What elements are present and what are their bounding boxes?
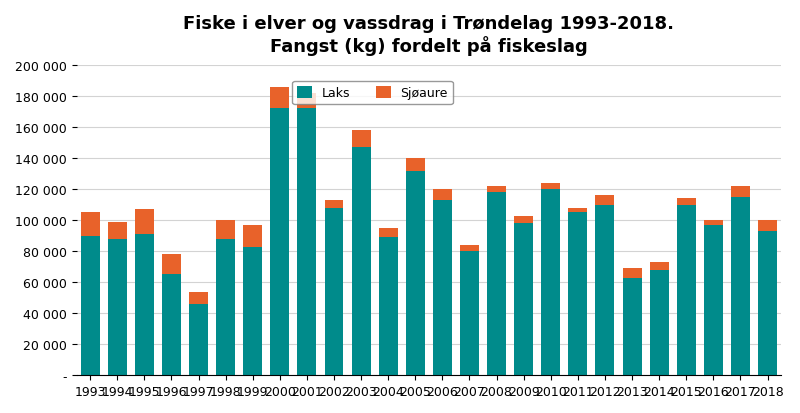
Bar	[162, 275, 181, 375]
Bar	[622, 278, 642, 375]
Bar	[704, 225, 722, 375]
Bar	[189, 304, 208, 375]
Bar	[460, 245, 479, 252]
Bar	[514, 224, 533, 375]
Bar	[108, 222, 126, 239]
Bar	[270, 88, 290, 109]
Bar	[650, 270, 669, 375]
Bar	[568, 208, 587, 213]
Bar	[298, 94, 316, 109]
Bar	[677, 205, 696, 375]
Bar	[542, 190, 560, 375]
Bar	[352, 148, 370, 375]
Bar	[81, 213, 100, 236]
Bar	[243, 247, 262, 375]
Bar	[622, 268, 642, 278]
Bar	[189, 292, 208, 304]
Bar	[487, 187, 506, 193]
Bar	[460, 252, 479, 375]
Bar	[162, 255, 181, 275]
Bar	[135, 210, 154, 235]
Bar	[758, 221, 777, 231]
Bar	[81, 236, 100, 375]
Bar	[378, 228, 398, 237]
Bar	[568, 213, 587, 375]
Bar	[650, 262, 669, 270]
Bar	[270, 109, 290, 375]
Bar	[243, 225, 262, 247]
Bar	[216, 239, 235, 375]
Bar	[433, 201, 452, 375]
Bar	[406, 171, 425, 375]
Bar	[758, 231, 777, 375]
Bar	[298, 109, 316, 375]
Title: Fiske i elver og vassdrag i Trøndelag 1993-2018.
Fangst (kg) fordelt på fiskesla: Fiske i elver og vassdrag i Trøndelag 19…	[183, 15, 674, 56]
Legend: Laks, Sjøaure: Laks, Sjøaure	[292, 81, 453, 105]
Bar	[325, 208, 343, 375]
Bar	[677, 199, 696, 205]
Bar	[216, 221, 235, 239]
Bar	[352, 131, 370, 148]
Bar	[731, 187, 750, 197]
Bar	[108, 239, 126, 375]
Bar	[135, 235, 154, 375]
Bar	[731, 197, 750, 375]
Bar	[325, 201, 343, 208]
Bar	[487, 193, 506, 375]
Bar	[406, 159, 425, 171]
Bar	[595, 205, 614, 375]
Bar	[704, 221, 722, 225]
Bar	[433, 190, 452, 201]
Bar	[542, 183, 560, 190]
Bar	[595, 196, 614, 205]
Bar	[378, 237, 398, 375]
Bar	[514, 216, 533, 224]
